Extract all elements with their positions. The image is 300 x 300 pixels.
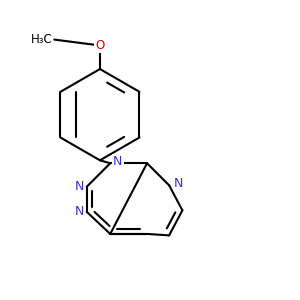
Text: N: N [75, 180, 84, 193]
Text: H₃C: H₃C [31, 33, 53, 46]
Text: N: N [174, 177, 183, 190]
Text: O: O [95, 39, 105, 52]
Text: N: N [75, 205, 84, 218]
Text: N: N [113, 155, 123, 168]
